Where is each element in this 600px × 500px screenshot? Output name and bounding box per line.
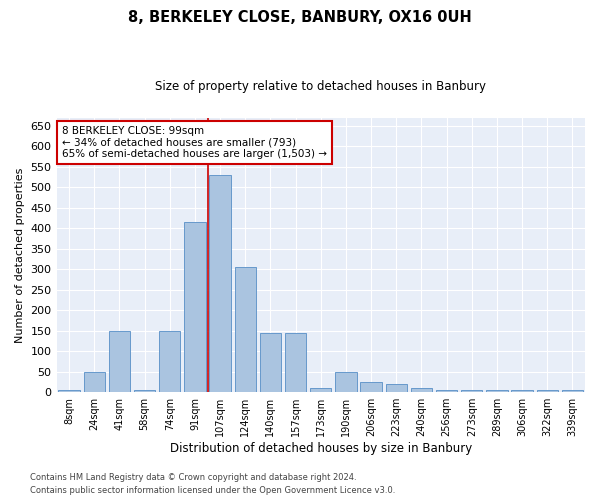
Bar — [411, 388, 432, 392]
Text: 8, BERKELEY CLOSE, BANBURY, OX16 0UH: 8, BERKELEY CLOSE, BANBURY, OX16 0UH — [128, 10, 472, 25]
Y-axis label: Number of detached properties: Number of detached properties — [15, 168, 25, 342]
Bar — [562, 390, 583, 392]
X-axis label: Distribution of detached houses by size in Banbury: Distribution of detached houses by size … — [170, 442, 472, 455]
Bar — [260, 333, 281, 392]
Bar — [361, 382, 382, 392]
Text: Contains HM Land Registry data © Crown copyright and database right 2024.
Contai: Contains HM Land Registry data © Crown c… — [30, 474, 395, 495]
Bar — [536, 390, 558, 392]
Bar — [436, 390, 457, 392]
Bar — [58, 390, 80, 392]
Text: 8 BERKELEY CLOSE: 99sqm
← 34% of detached houses are smaller (793)
65% of semi-d: 8 BERKELEY CLOSE: 99sqm ← 34% of detache… — [62, 126, 327, 159]
Bar — [184, 222, 206, 392]
Bar — [83, 372, 105, 392]
Bar — [386, 384, 407, 392]
Bar — [310, 388, 331, 392]
Bar — [461, 390, 482, 392]
Bar — [235, 268, 256, 392]
Bar — [109, 331, 130, 392]
Bar — [159, 331, 181, 392]
Bar — [209, 175, 231, 392]
Bar — [511, 390, 533, 392]
Bar — [285, 333, 307, 392]
Bar — [134, 390, 155, 392]
Bar — [335, 372, 356, 392]
Bar — [486, 390, 508, 392]
Title: Size of property relative to detached houses in Banbury: Size of property relative to detached ho… — [155, 80, 486, 93]
